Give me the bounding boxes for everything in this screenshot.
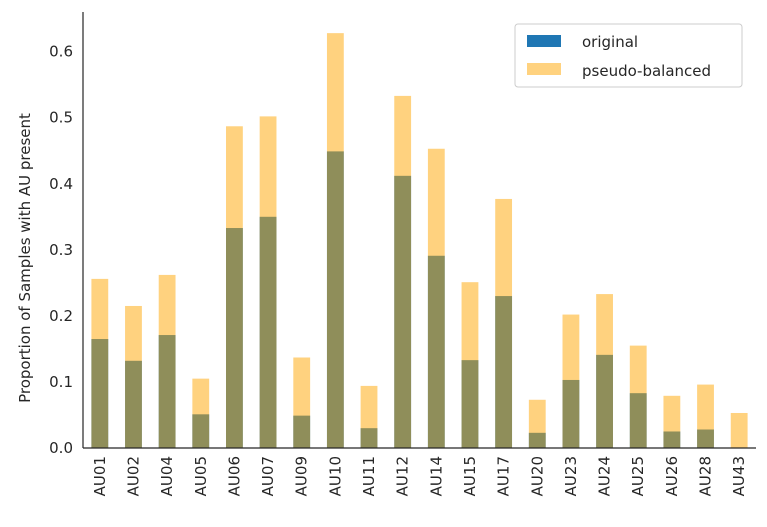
x-tick-label: AU10 (326, 456, 344, 496)
y-axis-label: Proportion of Samples with AU present (16, 113, 34, 403)
bar-pseudo-balanced-AU24 (596, 294, 613, 448)
x-tick-label: AU05 (192, 456, 210, 496)
bar-pseudo-balanced-AU25 (629, 345, 647, 448)
x-tick-label: AU09 (293, 456, 311, 496)
bar-pseudo-balanced-AU11 (360, 385, 378, 448)
x-tick-label: AU20 (528, 456, 546, 496)
y-tick-label: 0.6 (49, 43, 73, 61)
y-tick-label: 0.3 (49, 241, 73, 259)
bar-pseudo-balanced-AU14 (427, 148, 445, 448)
bar-pseudo-balanced-AU23 (562, 314, 580, 448)
y-tick-label: 0.1 (49, 373, 73, 391)
x-tick-label: AU01 (91, 456, 109, 496)
x-tick-label: AU02 (124, 456, 142, 496)
legend: original pseudo-balanced (514, 23, 743, 88)
bar-pseudo-balanced-AU01 (91, 278, 109, 448)
bar-pseudo-balanced-AU43 (730, 412, 748, 448)
bar-pseudo-balanced-AU10 (326, 33, 344, 448)
bar-pseudo-balanced-AU02 (125, 305, 142, 448)
bar-pseudo-balanced-AU17 (495, 198, 513, 448)
legend-swatch-pseudo-balanced (527, 63, 561, 75)
y-tick-label: 0.0 (49, 439, 73, 457)
x-tick-label: AU28 (697, 456, 715, 496)
x-tick-label: AU04 (158, 456, 176, 496)
plot-area (91, 33, 748, 449)
x-tick-label: AU14 (427, 456, 445, 496)
x-tick-label: AU25 (629, 456, 647, 496)
bar-pseudo-balanced-AU12 (394, 95, 412, 449)
bar-pseudo-balanced-AU07 (259, 116, 277, 448)
bar-pseudo-balanced-AU15 (461, 282, 479, 448)
y-tick-label: 0.5 (49, 109, 73, 127)
x-tick-label: AU24 (596, 456, 614, 496)
x-tick-label: AU11 (360, 456, 378, 496)
y-tick-label: 0.2 (49, 307, 73, 325)
x-axis: AU01 AU02 AU04 AU05 AU06 AU07 AU09 AU10 AU11 AU12… (83, 447, 756, 496)
legend-swatch-original (527, 35, 561, 47)
legend-label-pseudo-balanced: pseudo-balanced (582, 62, 711, 80)
x-tick-label: AU12 (394, 456, 412, 496)
x-tick-label: AU06 (225, 456, 243, 496)
bar-pseudo-balanced-AU20 (528, 399, 546, 448)
bar-pseudo-balanced-AU04 (158, 274, 176, 448)
bar-pseudo-balanced-AU09 (293, 357, 311, 448)
x-tick-label: AU23 (562, 456, 580, 496)
legend-label-original: original (582, 33, 638, 51)
x-tick-label: AU26 (663, 456, 681, 496)
bar-pseudo-balanced-AU26 (663, 395, 681, 448)
legend-box (514, 23, 743, 88)
x-tick-label: AU43 (730, 456, 748, 496)
x-tick-label: AU17 (495, 456, 513, 496)
x-tick-label: AU15 (461, 456, 479, 496)
bar-pseudo-balanced-AU05 (192, 378, 210, 448)
bar-pseudo-balanced-AU06 (226, 126, 243, 448)
y-tick-label: 0.4 (49, 175, 73, 193)
y-axis: 0.0 0.1 0.2 0.3 0.4 0.5 0.6 (49, 12, 84, 457)
x-tick-label: AU07 (259, 456, 277, 496)
bar-pseudo-balanced-AU28 (697, 384, 714, 448)
